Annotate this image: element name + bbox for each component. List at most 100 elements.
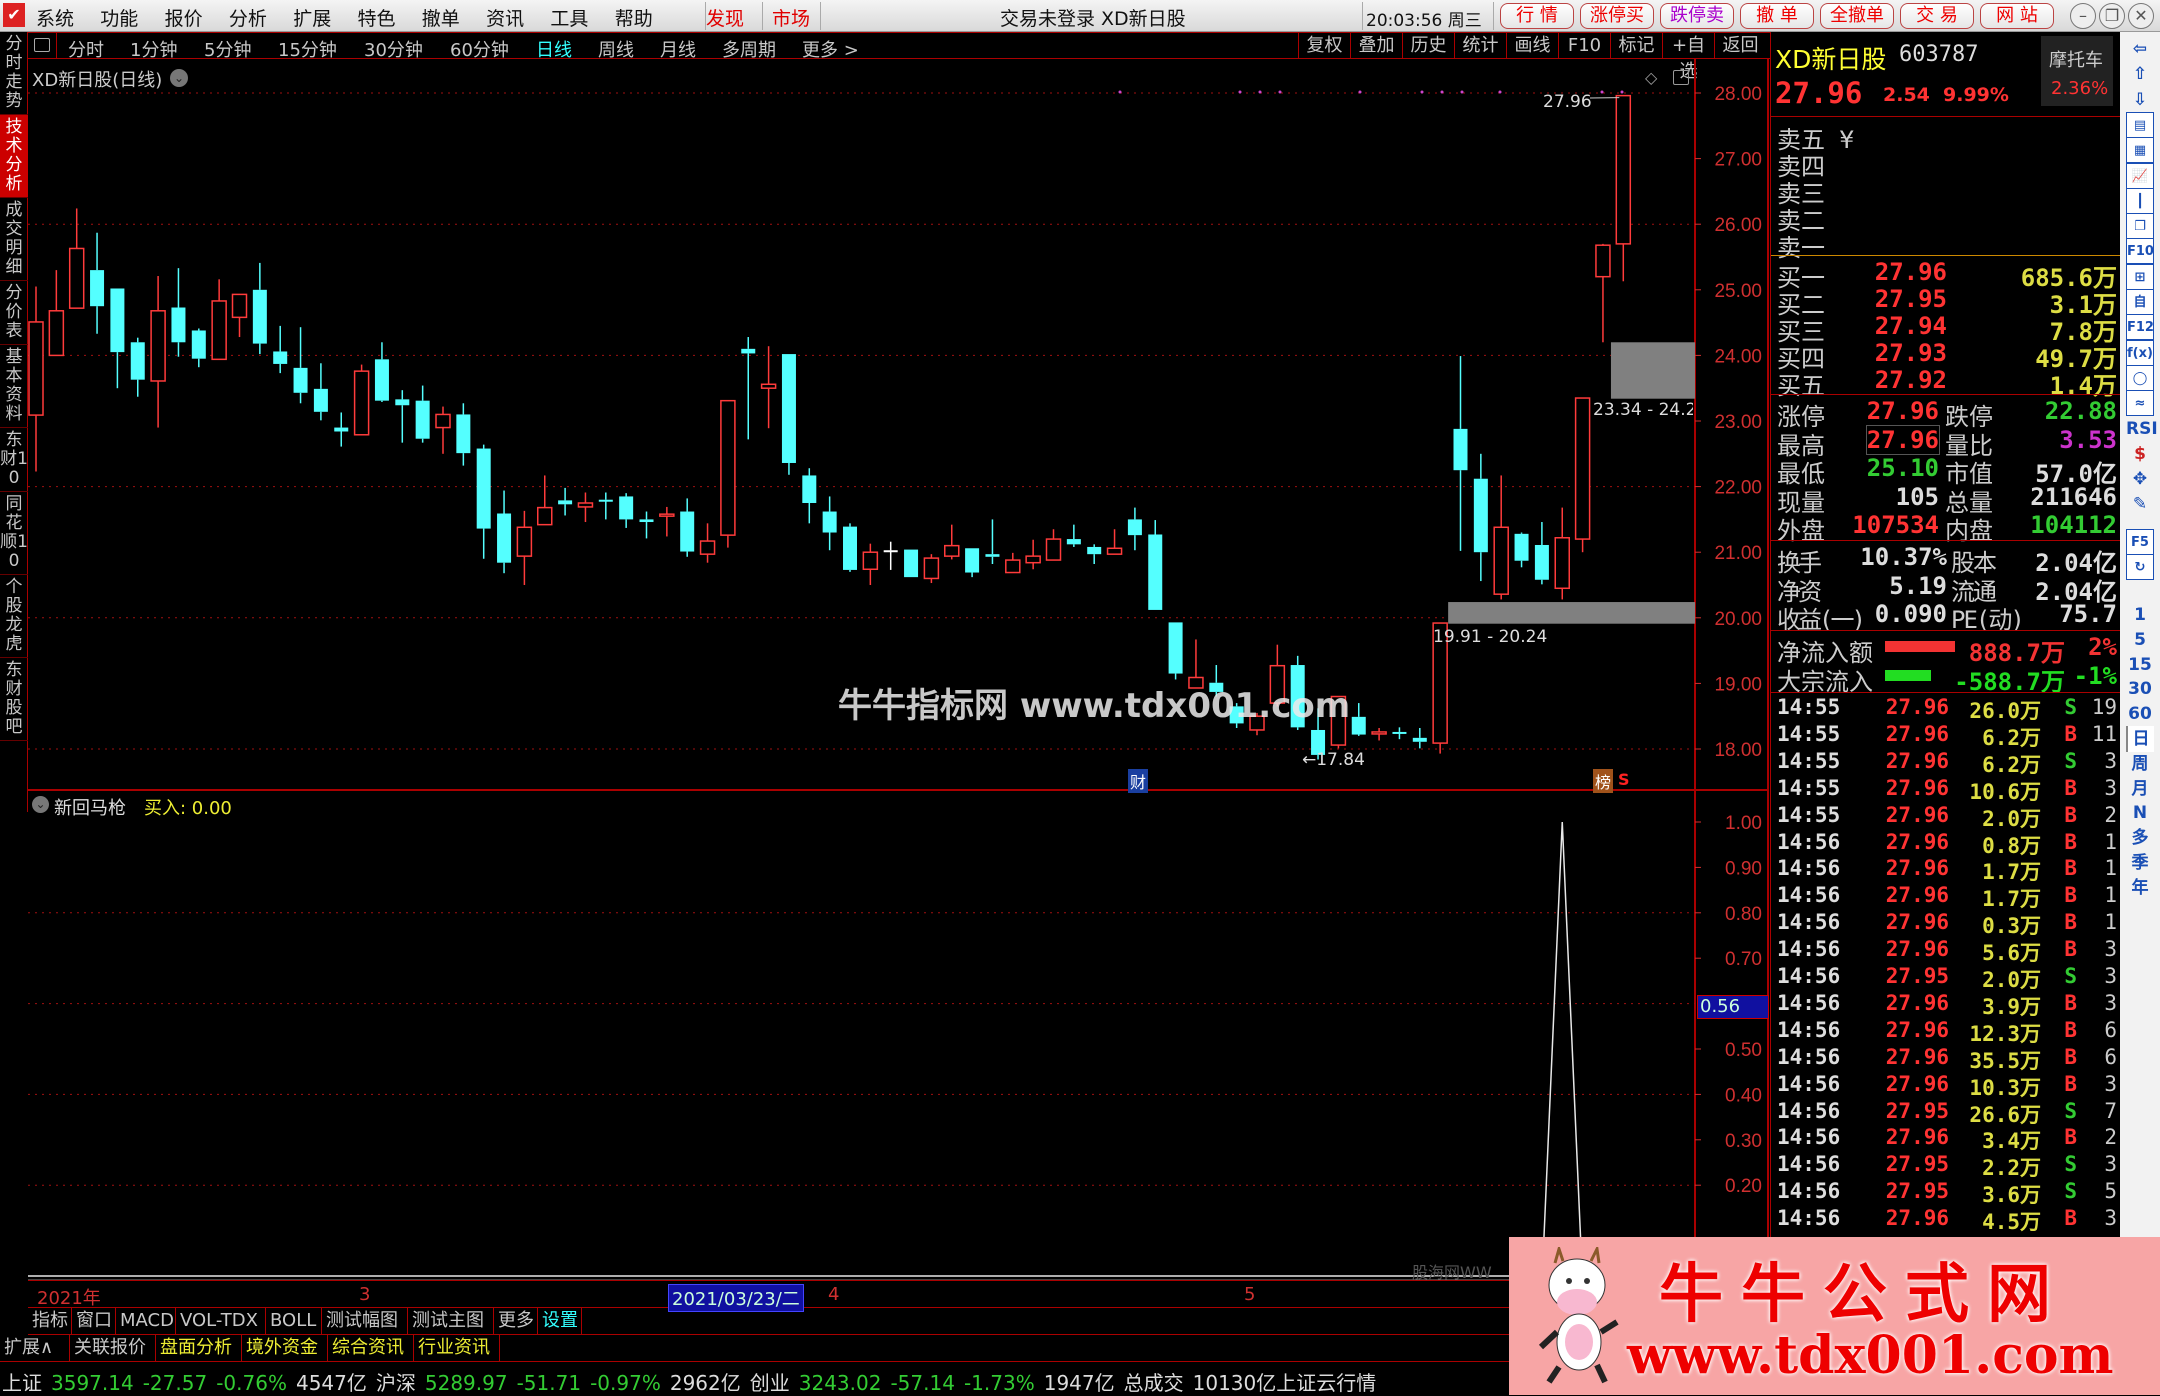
ask-row: 卖一 [1777,228,2117,255]
divider [1771,394,2121,395]
candle-body [721,401,735,535]
period-shortcut[interactable]: 季 [2126,850,2154,876]
candle-body [863,552,877,569]
trade-time: 14:56 [1777,1206,1840,1230]
indicator-tab[interactable]: 设置 [538,1308,582,1334]
wave-icon[interactable]: ≈ [2126,390,2154,416]
candle-body [1413,738,1427,742]
refresh-icon[interactable]: ↻ [2126,554,2154,580]
trade-price: 27.96 [1886,910,1949,934]
indicator-name[interactable]: 新回马枪 [54,794,126,820]
s-marker[interactable]: S [1618,770,1630,789]
arrow-left-icon[interactable]: ⇦ [2126,36,2154,62]
circle-icon[interactable]: ◯ [2126,365,2154,391]
divider [1771,630,2121,631]
trade-price: 27.96 [1886,1125,1949,1149]
extension-tab[interactable]: 境外资金 [242,1335,328,1361]
candlestick-icon[interactable]: ┃ [2126,188,2154,214]
period-shortcut[interactable]: 1 [2126,602,2154,628]
f10-icon[interactable]: F10 [2126,238,2154,264]
chart-title-dropdown-icon[interactable]: ⌄ [170,69,188,87]
period-shortcut[interactable]: 日 [2126,726,2154,752]
grid-icon[interactable]: ▦ [2126,137,2154,163]
line-chart-icon[interactable]: 📈 [2126,163,2154,189]
sector-name[interactable]: 摩托车 [2049,46,2103,72]
trade-price: 27.96 [1886,856,1949,880]
indicator-tab[interactable]: MACD [116,1308,176,1334]
candle-body [233,294,247,317]
indicator-tab[interactable]: VOL-TDX [176,1308,266,1334]
indicator-collapse-icon[interactable]: ⌄ [32,796,49,813]
self-select-icon[interactable]: 自 [2126,289,2154,315]
move-icon[interactable]: ✥ [2126,466,2154,492]
period-shortcut[interactable]: N [2126,800,2154,826]
period-shortcut[interactable]: 15 [2126,652,2154,678]
trade-price: 27.96 [1886,803,1949,827]
period-shortcut[interactable]: 周 [2126,751,2154,777]
trade-side: B [2064,776,2077,800]
date-label-year: 2021年 [37,1284,101,1310]
report-icon[interactable]: ▤ [2126,112,2154,138]
period-shortcut[interactable]: 多 [2126,825,2154,851]
period-shortcut[interactable]: 5 [2126,627,2154,653]
trade-count: 3 [2104,1206,2117,1230]
indicator-tab[interactable]: 窗口 [72,1308,116,1334]
pencil-icon[interactable]: ✎ [2126,491,2154,517]
date-label-april: 4 [828,1284,839,1305]
zone-high-label: 23.34 - 24.20 [1593,400,1693,420]
indicator-cursor-value: 0.56 [1697,995,1769,1019]
indicator-tab[interactable]: 测试主图 [408,1308,494,1334]
indicator-tab[interactable]: BOLL [266,1308,322,1334]
trade-side: B [2064,937,2077,961]
trade-price: 27.96 [1886,937,1949,961]
window-icon[interactable]: ❐ [2126,213,2154,239]
tree-icon[interactable]: ⊞ [2126,264,2154,290]
indicator-tab[interactable]: 测试幅图 [322,1308,408,1334]
stock-code: 603787 [1899,42,1978,67]
trade-price: 27.96 [1886,991,1949,1015]
indicator-axis-label: 0.40 [1725,1085,1762,1106]
diamond-icon[interactable]: ◇ [1645,68,1657,87]
rsi-icon[interactable]: RSI [2126,416,2154,442]
chart-title: XD新日股(日线) [32,66,162,92]
bid-price: 27.94 [1875,312,1947,340]
candle-body [680,512,694,552]
signal-dot [1499,91,1502,94]
period-shortcut[interactable]: 年 [2126,875,2154,901]
period-shortcut[interactable]: 60 [2126,701,2154,727]
period-shortcut[interactable]: 30 [2126,676,2154,702]
ranking-event-marker[interactable]: 榜 [1593,769,1613,793]
arrow-up-icon[interactable]: ⇧ [2126,61,2154,87]
extension-tab[interactable]: 关联报价 [70,1335,156,1361]
status-item: -57.14 [890,1371,954,1395]
extension-tab[interactable]: 盘面分析 [156,1335,242,1361]
finance-event-marker[interactable]: 财 [1128,769,1148,793]
extension-tab[interactable]: 行业资讯 [414,1335,500,1361]
trade-volume: 0.8万 [1982,830,2041,860]
ask-row: 卖五 ¥ [1777,120,2117,147]
money-icon[interactable]: $ [2126,441,2154,467]
arrow-down-icon[interactable]: ⇩ [2126,87,2154,113]
formula-icon[interactable]: f(x) [2126,340,2154,366]
trade-price: 27.96 [1886,695,1949,719]
bid-price: 27.93 [1875,339,1947,367]
f5-icon[interactable]: F5 [2126,529,2154,555]
f12-icon[interactable]: F12 [2126,314,2154,340]
period-shortcut[interactable]: 月 [2126,776,2154,802]
trade-count: 3 [2104,1152,2117,1176]
trade-side: B [2064,1125,2077,1149]
indicator-tab[interactable]: 指标 [28,1308,72,1334]
candle-body [1067,539,1081,544]
extension-tab[interactable]: 综合资讯 [328,1335,414,1361]
trade-price: 27.96 [1886,1045,1949,1069]
indicator-tab[interactable]: 更多 [494,1308,538,1334]
candle-body [375,359,389,400]
layout-toggle-icon[interactable] [1673,70,1689,85]
trade-count: 7 [2104,1099,2117,1123]
extension-tab[interactable]: 扩展∧ [0,1335,70,1361]
